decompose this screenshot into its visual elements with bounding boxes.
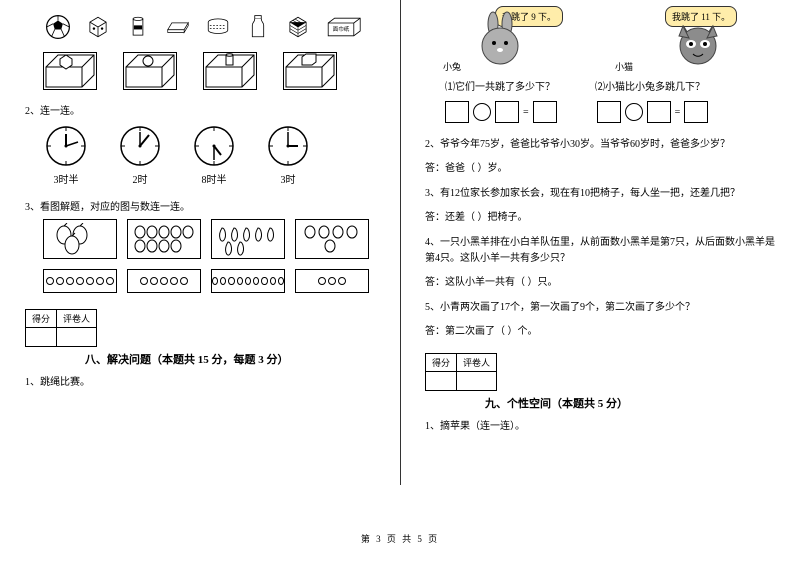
rubiks-cube-icon	[285, 14, 311, 40]
subq-2: ⑵小猫比小兔多跳几下？	[595, 78, 705, 93]
fruit-box-4	[295, 219, 369, 259]
score-header-2: 评卷人	[457, 354, 497, 372]
q3-text: 3、有12位家长参加家长会，现在有10把椅子，每人坐一把，还差几把？	[425, 184, 775, 204]
tissue-box-icon: 面巾纸	[325, 14, 365, 40]
q4-text: 4、一只小黑羊排在小白羊队伍里，从前面数小黑羊是第7只，从后面数小黑羊是第4只。…	[425, 233, 775, 269]
sub-questions: ⑴它们一共跳了多少下？ ⑵小猫比小兔多跳几下？	[425, 76, 775, 99]
clock-4	[267, 125, 309, 167]
rabbit-icon	[471, 10, 529, 68]
worksheet-page: 面巾纸 2、连一连。 3时半 2时 8时半 3时 3、看图解题，对应的图与数连一…	[0, 0, 800, 565]
box-with-cuboid	[283, 52, 337, 90]
cat-label: 小猫	[615, 60, 633, 73]
score-table-r: 得分评卷人	[425, 353, 497, 391]
flat-box-icon	[165, 14, 191, 40]
bottle-icon	[245, 14, 271, 40]
rabbit-label: 小兔	[443, 60, 461, 73]
q5-text: 5、小青两次画了17个，第一次画了9个，第二次画了多少个？	[425, 298, 775, 318]
clock-1	[45, 125, 87, 167]
equation-2: =	[597, 101, 709, 123]
clock-label-4: 3时	[267, 171, 309, 186]
blank-box[interactable]	[445, 101, 469, 123]
can-icon	[125, 14, 151, 40]
score-header-1: 得分	[426, 354, 457, 372]
a5-text: 答：第二次画了（ ）个。	[425, 318, 775, 347]
q2-label: 2、连一连。	[25, 98, 375, 119]
score-header-2: 评卷人	[57, 310, 97, 328]
equation-1: =	[445, 101, 557, 123]
fruit-boxes	[25, 215, 375, 269]
subq-1: ⑴它们一共跳了多少下？	[445, 78, 555, 93]
num-box-1	[43, 269, 117, 293]
clock-label-1: 3时半	[45, 171, 87, 186]
equation-row: = =	[425, 99, 775, 135]
clock-2	[119, 125, 161, 167]
dice-icon	[85, 14, 111, 40]
blank-box[interactable]	[647, 101, 671, 123]
equals-sign: =	[675, 107, 681, 118]
cat-icon	[669, 10, 727, 68]
q8-1-label: 1、跳绳比赛。	[25, 369, 375, 390]
soccer-ball-icon	[45, 14, 71, 40]
section-9-title: 九、个性空间（本题共 5 分）	[425, 391, 775, 413]
q9-1-label: 1、摘苹果（连一连）。	[425, 413, 775, 434]
fruit-box-2	[127, 219, 201, 259]
a3-text: 答：还差（ ）把椅子。	[425, 204, 775, 233]
placement-boxes	[25, 50, 375, 98]
object-icons: 面巾纸	[25, 10, 375, 50]
operator-circle[interactable]	[473, 103, 491, 121]
clock-3	[193, 125, 235, 167]
box-with-ball	[123, 52, 177, 90]
num-box-4	[295, 269, 369, 293]
box-with-cylinder	[203, 52, 257, 90]
page-footer: 第 3 页 共 5 页	[0, 532, 800, 545]
animals-row: 我跳了 9 下。 我跳了 11 下。 小兔 小猫	[425, 10, 775, 76]
q3-label: 3、看图解题，对应的图与数连一连。	[25, 194, 375, 215]
equals-sign: =	[523, 107, 529, 118]
section-8-title: 八、解决问题（本题共 15 分，每题 3 分）	[25, 347, 375, 369]
fruit-box-1	[43, 219, 117, 259]
blank-box[interactable]	[533, 101, 557, 123]
box-with-cube	[43, 52, 97, 90]
operator-circle[interactable]	[625, 103, 643, 121]
clock-labels: 3时半 2时 8时半 3时	[25, 171, 375, 194]
num-box-3	[211, 269, 285, 293]
a4-text: 答：这队小羊一共有（ ）只。	[425, 269, 775, 298]
blank-box[interactable]	[495, 101, 519, 123]
right-column: 我跳了 9 下。 我跳了 11 下。 小兔 小猫 ⑴它们一共跳了多少下？ ⑵小猫…	[400, 0, 800, 565]
a2-text: 答：爸爸（ ）岁。	[425, 155, 775, 184]
drum-icon	[205, 14, 231, 40]
blank-box[interactable]	[597, 101, 621, 123]
fruit-box-3	[211, 219, 285, 259]
score-header-1: 得分	[26, 310, 57, 328]
score-table: 得分评卷人	[25, 309, 97, 347]
clocks-row	[25, 119, 375, 171]
clock-label-3: 8时半	[193, 171, 235, 186]
number-boxes	[25, 269, 375, 303]
clock-label-2: 2时	[119, 171, 161, 186]
left-column: 面巾纸 2、连一连。 3时半 2时 8时半 3时 3、看图解题，对应的图与数连一…	[0, 0, 400, 565]
num-box-2	[127, 269, 201, 293]
q2-text: 2、爷爷今年75岁，爸爸比爷爷小30岁。当爷爷60岁时，爸爸多少岁？	[425, 135, 775, 155]
blank-box[interactable]	[684, 101, 708, 123]
